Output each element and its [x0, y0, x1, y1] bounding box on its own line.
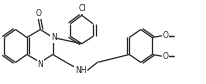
Text: N: N	[51, 33, 56, 42]
Text: Cl: Cl	[79, 4, 86, 13]
Text: O: O	[162, 52, 167, 61]
Text: N: N	[37, 60, 43, 69]
Text: O: O	[35, 9, 41, 18]
Text: O: O	[162, 31, 167, 40]
Text: NH: NH	[75, 66, 86, 75]
